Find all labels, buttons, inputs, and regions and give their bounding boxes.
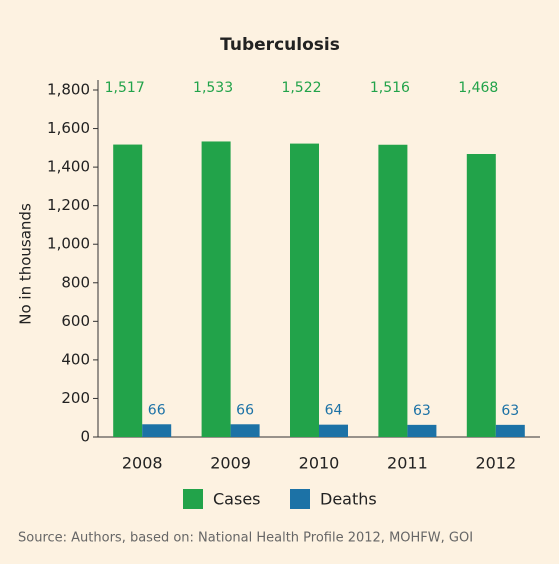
data-label: 64	[325, 403, 343, 419]
bar	[230, 424, 260, 437]
bar	[142, 424, 172, 437]
legend-swatch	[183, 489, 203, 509]
data-label: 1,517	[105, 80, 145, 96]
y-tick-label: 0	[80, 428, 90, 446]
y-tick-label: 1,200	[47, 196, 90, 214]
data-label: 1,533	[193, 80, 233, 96]
data-label: 1,522	[281, 80, 321, 96]
bar	[290, 143, 319, 437]
y-tick-label: 600	[61, 312, 90, 330]
y-tick-label: 1,800	[47, 81, 90, 99]
y-tick-label: 1,000	[47, 235, 90, 253]
bar	[495, 424, 525, 437]
y-tick-label: 200	[61, 389, 90, 407]
legend-swatch	[290, 489, 310, 509]
y-tick-label: 1,400	[47, 158, 90, 176]
y-axis-label: No in thousands	[17, 203, 35, 325]
legend-label: Deaths	[320, 490, 377, 509]
x-tick-label: 2008	[122, 454, 163, 473]
data-label: 1,468	[458, 80, 498, 96]
y-tick-label: 800	[61, 273, 90, 291]
data-label: 63	[413, 403, 431, 419]
data-label: 63	[501, 403, 519, 419]
x-tick-label: 2010	[299, 454, 340, 473]
bar	[113, 144, 143, 438]
bar	[466, 154, 496, 437]
data-label: 1,516	[370, 80, 410, 96]
bar	[407, 424, 437, 437]
x-tick-label: 2012	[475, 454, 516, 473]
y-tick-label: 400	[61, 350, 90, 368]
data-label: 66	[236, 402, 254, 418]
x-tick-label: 2011	[387, 454, 428, 473]
y-tick-label: 1,600	[47, 119, 90, 137]
chart-title: Tuberculosis	[220, 35, 340, 55]
source-note: Source: Authors, based on: National Heal…	[18, 531, 473, 546]
bar	[201, 141, 231, 437]
x-tick-label: 2009	[210, 454, 251, 473]
bar	[319, 424, 348, 437]
bar	[378, 144, 408, 437]
legend-label: Cases	[213, 490, 261, 509]
data-label: 66	[148, 402, 166, 418]
